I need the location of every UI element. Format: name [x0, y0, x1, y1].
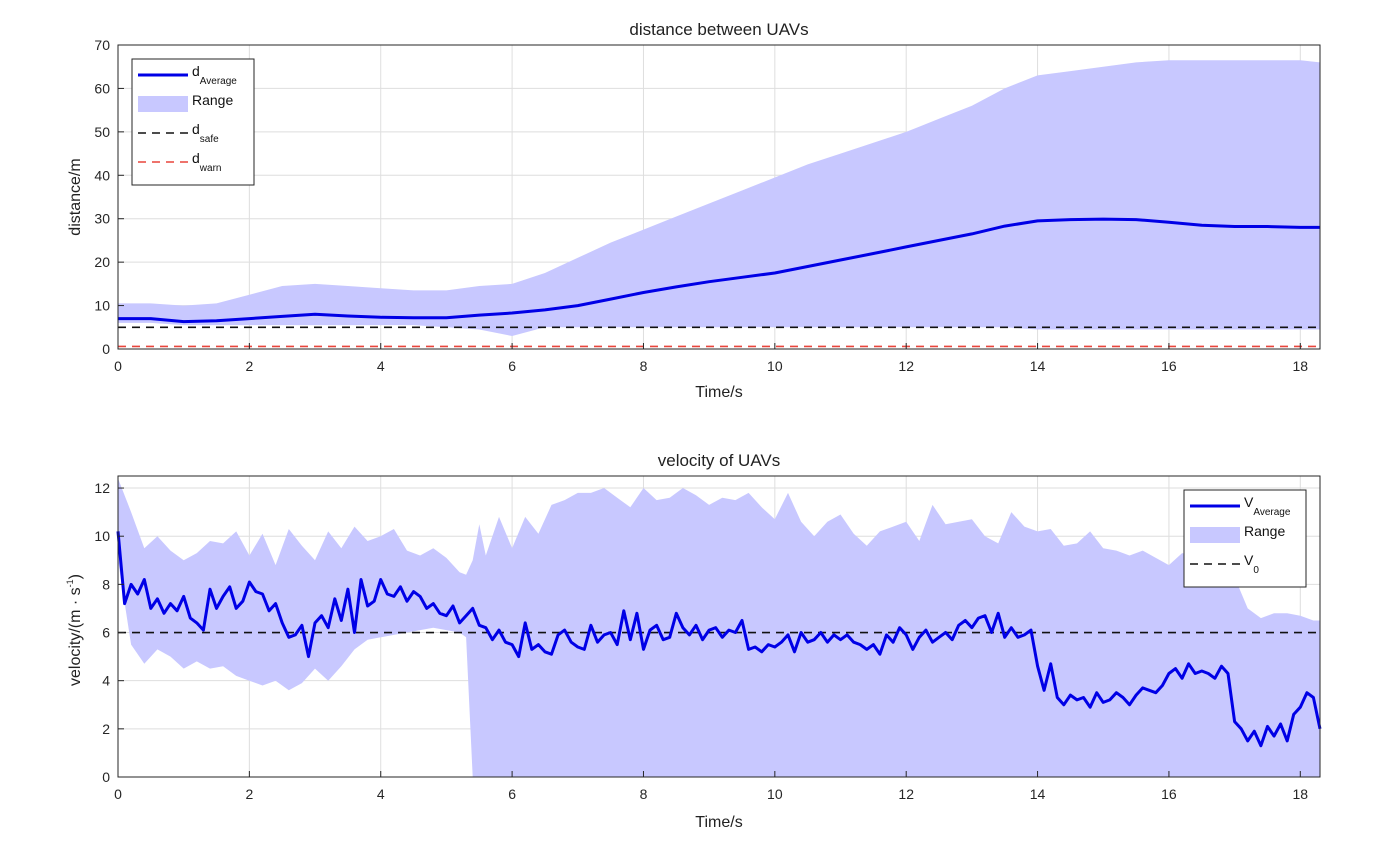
- distance-chart-title: distance between UAVs: [629, 20, 808, 39]
- distance-x-tick-label: 4: [377, 358, 385, 374]
- distance-legend-box: [131, 58, 255, 186]
- distance-y-tick-label: 70: [94, 37, 110, 53]
- velocity-average-line: [116, 531, 1322, 748]
- velocity-x-tick-label: 8: [640, 786, 648, 802]
- legend-label-subscript: 0: [1253, 565, 1259, 576]
- velocity-x-tick-label: 12: [898, 786, 914, 802]
- distance-legend-item-avg: dAverage: [138, 63, 237, 87]
- legend-label-base: d: [192, 121, 200, 137]
- legend-label-base: Range: [1244, 523, 1285, 539]
- distance-y-axis-label: distance/m: [67, 158, 84, 235]
- distance-average-series: [118, 217, 1320, 324]
- legend-label-base: d: [192, 63, 200, 79]
- velocity-y-axis-label-main: velocity/(m · s: [67, 587, 84, 686]
- distance-x-axis-label: Time/s: [695, 384, 742, 401]
- velocity-x-tick-label: 2: [245, 786, 253, 802]
- velocity-range-area: [118, 478, 1320, 777]
- legend-label: dsafe: [192, 121, 219, 145]
- velocity-y-axis-label-exponent: -1: [65, 579, 75, 587]
- legend-label-base: V: [1244, 494, 1254, 510]
- distance-y-tick-label: 20: [94, 254, 110, 270]
- legend-label-subscript: Average: [200, 76, 238, 87]
- legend-label-subscript: Average: [1253, 507, 1291, 518]
- distance-y-tick-label: 40: [94, 167, 110, 183]
- velocity-y-tick-label: 8: [102, 576, 110, 592]
- distance-x-tick-label: 12: [898, 358, 914, 374]
- distance-y-tick-label: 30: [94, 211, 110, 227]
- legend-label: Range: [1244, 523, 1285, 539]
- legend-label-base: Range: [192, 92, 233, 108]
- legend-label-base: d: [192, 150, 200, 166]
- velocity-x-tick-label: 4: [377, 786, 385, 802]
- velocity-y-tick-label: 6: [102, 625, 110, 641]
- legend-swatch: [138, 96, 188, 112]
- distance-y-tick-label: 50: [94, 124, 110, 140]
- velocity-y-axis-label-tail: ): [67, 574, 84, 579]
- distance-average-line: [118, 217, 1320, 324]
- velocity-x-tick-label: 6: [508, 786, 516, 802]
- distance-x-tick-label: 10: [767, 358, 783, 374]
- velocity-chart-title: velocity of UAVs: [658, 451, 781, 470]
- distance-x-tick-label: 8: [640, 358, 648, 374]
- velocity-y-axis-label: velocity/(m · s-1): [65, 574, 84, 686]
- velocity-y-tick-label: 2: [102, 721, 110, 737]
- velocity-y-tick-label: 0: [102, 769, 110, 785]
- distance-ticks: 0 2 4 6 8 10 12 14 16 18 0 10 20 30 40 50 60 70: [94, 37, 1308, 374]
- distance-x-tick-label: 16: [1161, 358, 1177, 374]
- distance-x-tick-label: 6: [508, 358, 516, 374]
- legend-label: Range: [192, 92, 233, 108]
- legend-label: dAverage: [192, 63, 237, 87]
- velocity-y-tick-label: 4: [102, 673, 110, 689]
- distance-y-tick-label: 0: [102, 341, 110, 357]
- distance-y-tick-label: 10: [94, 298, 110, 314]
- legend-label: VAverage: [1244, 494, 1291, 518]
- distance-y-tick-label: 60: [94, 80, 110, 96]
- velocity-legend-item-v0: V0: [1190, 552, 1259, 576]
- distance-range-area: [118, 60, 1320, 336]
- legend-swatch: [1190, 527, 1240, 543]
- distance-legend-item-range: Range: [138, 92, 233, 112]
- velocity-legend-item-range: Range: [1190, 523, 1285, 543]
- legend-label-base: V: [1244, 552, 1254, 568]
- distance-chart: 0 2 4 6 8 10 12 14 16 18 0 10 20 30 40 50 60 70 distance …: [67, 20, 1321, 401]
- velocity-range-band: [118, 478, 1320, 777]
- distance-legend-item-safe: dsafe: [138, 121, 219, 145]
- distance-axes-box: [117, 44, 1321, 350]
- legend-label-subscript: safe: [200, 134, 219, 145]
- distance-x-tick-label: 0: [114, 358, 122, 374]
- velocity-x-tick-label: 16: [1161, 786, 1177, 802]
- velocity-x-tick-label: 18: [1293, 786, 1309, 802]
- velocity-average-series: [116, 531, 1322, 748]
- velocity-axes-box: [117, 475, 1321, 778]
- velocity-chart: 0 2 4 6 8 10 12 14 16 18 0 2 4 6 8 10 12 velocity of UAV…: [65, 451, 1322, 831]
- velocity-x-tick-label: 10: [767, 786, 783, 802]
- velocity-legend-item-avg: VAverage: [1190, 494, 1291, 518]
- distance-legend-item-warn: dwarn: [138, 150, 221, 174]
- velocity-y-tick-label: 10: [94, 528, 110, 544]
- legend-label: dwarn: [192, 150, 221, 174]
- distance-range-band: [118, 60, 1320, 336]
- distance-reference-lines: [118, 326, 1320, 348]
- velocity-x-tick-label: 14: [1030, 786, 1046, 802]
- legend-label: V0: [1244, 552, 1259, 576]
- velocity-x-tick-label: 0: [114, 786, 122, 802]
- legend-label-subscript: warn: [199, 163, 222, 174]
- velocity-x-axis-label: Time/s: [695, 814, 742, 831]
- distance-x-tick-label: 2: [245, 358, 253, 374]
- distance-x-tick-label: 14: [1030, 358, 1046, 374]
- distance-x-tick-label: 18: [1293, 358, 1309, 374]
- velocity-y-tick-label: 12: [94, 480, 110, 496]
- velocity-ticks: 0 2 4 6 8 10 12 14 16 18 0 2 4 6 8 10 12: [94, 480, 1308, 802]
